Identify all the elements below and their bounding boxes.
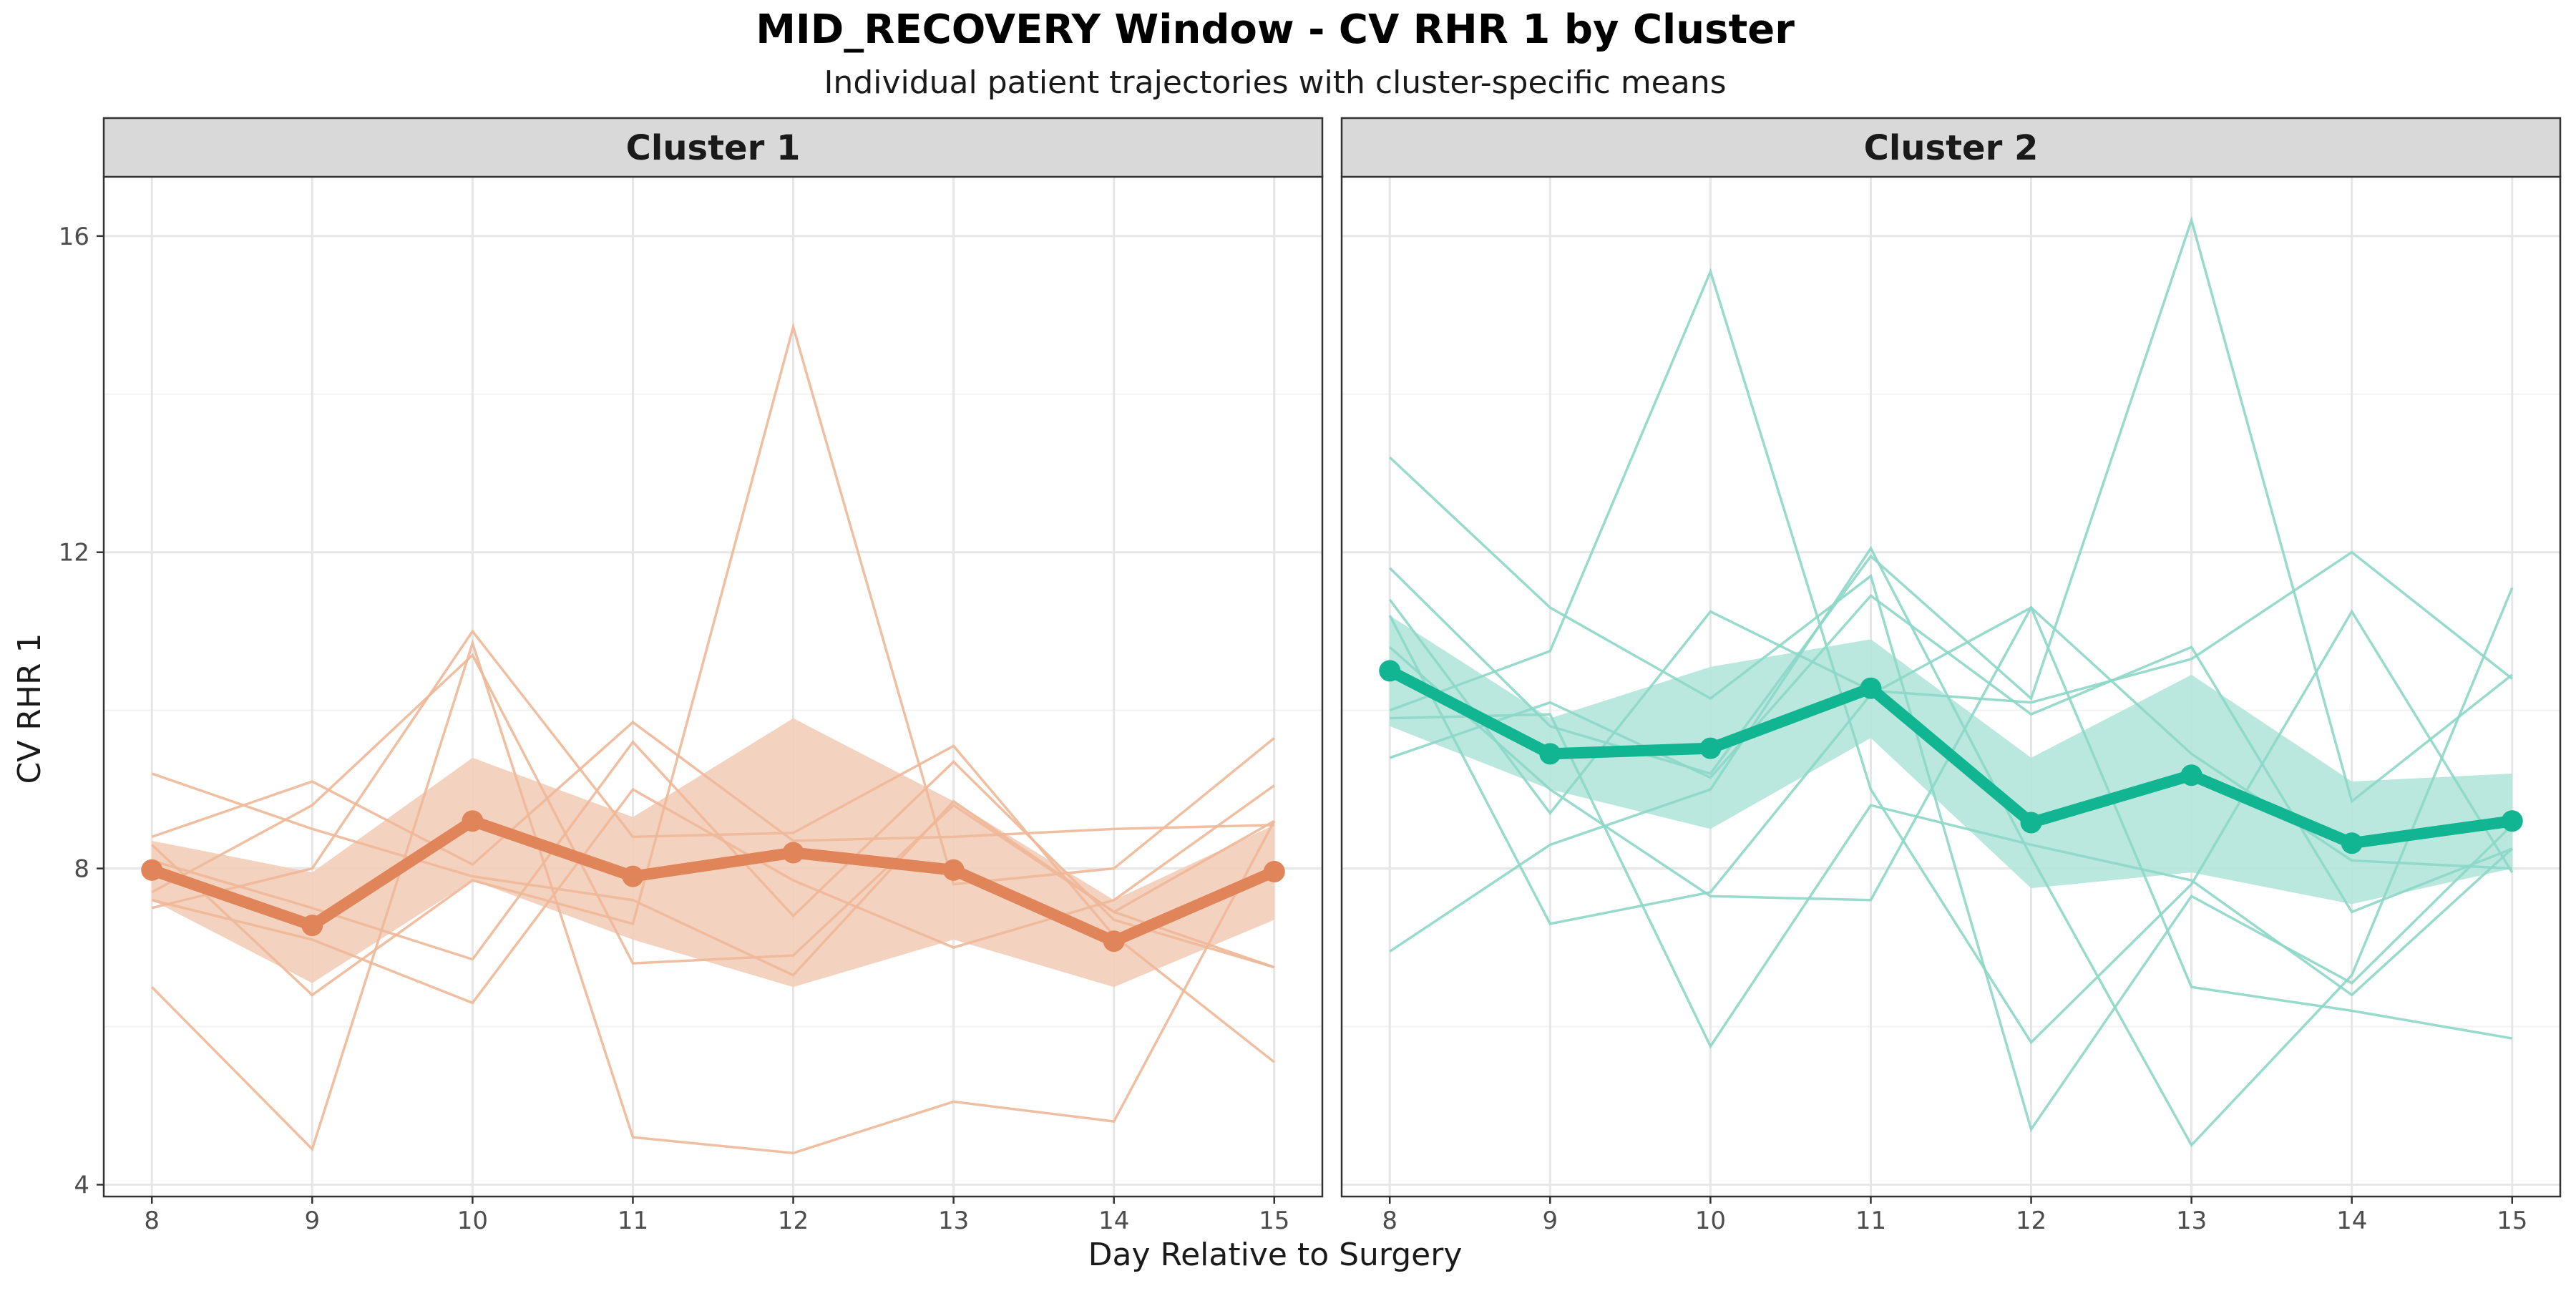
patient-line-5 [151,322,1275,997]
facet-panel-2: Cluster 2 8 9 10 11 12 13 14 15 [1340,117,2562,1235]
x-tick-label: 13 [2176,1207,2207,1235]
patient-line-4 [1389,268,2514,1045]
x-tick-label: 12 [2016,1207,2046,1235]
x-tick-label: 13 [938,1207,969,1235]
patient-line-8 [151,784,1275,1005]
patient-line-3 [1388,550,2513,816]
patient-line-5 [1389,594,2513,914]
x-axis-label: Day Relative to Surgery [1088,1237,1463,1273]
confidence-band [152,718,1274,988]
x-tick-label: 11 [1855,1207,1886,1235]
mean-point [782,842,804,864]
x-tick-label: 11 [618,1207,648,1235]
y-tick-label: 16 [59,223,89,251]
patient-line-1 [1389,456,2514,1133]
facet-strip [102,117,1324,178]
x-tick-label: 10 [1695,1207,1726,1235]
y-tick-label: 8 [74,855,89,884]
mean-point [2501,810,2523,832]
y-axis-label: CV RHR 1 [11,633,48,784]
facet-strip [1340,117,2562,178]
x-tick-label: 15 [2497,1207,2527,1235]
mean-point [1699,737,1722,759]
patient-line-2 [151,720,1274,867]
mean-point [2341,832,2363,854]
y-tick-label: 4 [74,1171,89,1199]
x-tick-label: 8 [144,1207,160,1235]
panel-background [104,177,1322,1197]
x-tick-label: 12 [778,1207,809,1235]
x-tick-label: 8 [1382,1207,1397,1235]
mean-point [301,915,323,937]
mean-point [1379,660,1401,682]
chart-subtitle: Individual patient trajectories with clu… [824,64,1726,101]
patient-line-2 [1388,215,2513,804]
x-tick-label: 9 [304,1207,320,1235]
mean-point [462,810,484,832]
x-tick-label: 9 [1542,1207,1558,1235]
patient-line-8 [1390,713,2513,1049]
x-tick-label: 15 [1259,1207,1289,1235]
chart-title: MID_RECOVERY Window - CV RHR 1 by Cluste… [756,6,1795,53]
patient-line-3 [150,639,1276,1155]
mean-point [141,859,163,881]
mean-line [1384,665,2518,849]
x-tick-label: 14 [1098,1207,1129,1235]
mean-point [1103,930,1125,953]
facet-panels: Cluster 1 8 9 10 11 12 13 14 15 4 8 12 16 Cluster 2 8 9… [59,117,2562,1235]
facet-strip-label: Cluster 2 [1864,128,2039,168]
mean-point [2180,764,2202,786]
facet-panel-1: Cluster 1 8 9 10 11 12 13 14 15 4 8 12 16 [59,117,1324,1235]
mean-point [1539,743,1561,765]
mean-point [622,865,644,887]
y-tick-label: 12 [59,539,89,567]
patient-line-7 [151,740,1275,969]
mean-point [1860,677,1882,699]
patient-line-7 [1388,605,2513,1040]
mean-point [942,859,965,881]
patient-line-6 [1389,545,2514,1148]
panel-background [1342,177,2560,1197]
x-tick-label: 10 [457,1207,488,1235]
mean-line [146,815,1280,947]
mean-point [2020,812,2042,834]
x-tick-label: 14 [2336,1207,2367,1235]
facet-strip-label: Cluster 1 [626,128,801,168]
mean-point [1263,860,1285,882]
